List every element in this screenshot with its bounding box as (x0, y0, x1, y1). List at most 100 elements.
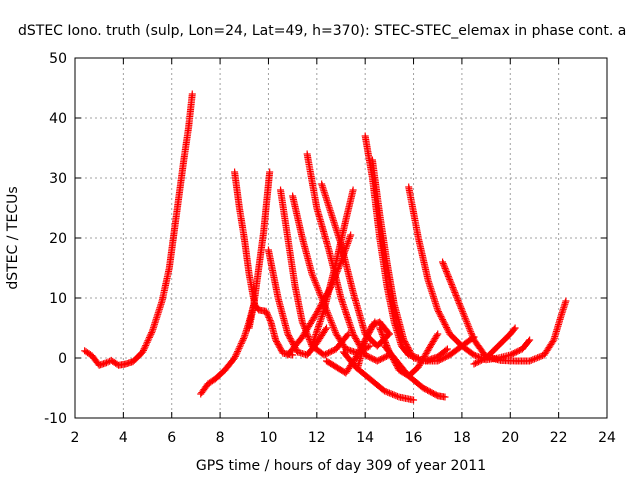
x-tick-label: 6 (167, 430, 176, 446)
x-tick-label: 4 (119, 430, 128, 446)
data-point (381, 337, 389, 345)
data-point (340, 250, 348, 258)
x-tick-label: 14 (356, 430, 374, 446)
data-point (445, 274, 453, 282)
data-point (458, 306, 466, 314)
data-point (263, 310, 271, 318)
data-point (376, 326, 384, 334)
data-point (416, 360, 424, 368)
data-point (370, 356, 378, 363)
data-point (342, 243, 350, 251)
data-point (459, 309, 467, 317)
data-point (381, 387, 389, 395)
data-point (377, 327, 385, 335)
data-point (401, 339, 409, 347)
data-point (472, 359, 480, 367)
data-point (425, 345, 433, 353)
data-series (368, 156, 451, 365)
data-point (534, 354, 542, 362)
data-point (353, 338, 361, 345)
data-point (443, 345, 451, 353)
data-point (535, 353, 543, 361)
data-point (141, 343, 149, 351)
data-point (383, 342, 391, 350)
data-point (273, 339, 281, 347)
data-point (326, 348, 334, 356)
data-point (461, 314, 469, 322)
data-point (387, 390, 395, 398)
y-tick-label: 10 (49, 291, 67, 307)
data-point (442, 266, 450, 274)
data-point (434, 330, 442, 338)
data-point (440, 263, 448, 271)
data-point (401, 338, 409, 345)
data-point (440, 354, 448, 362)
data-point (345, 236, 353, 244)
data-point (342, 245, 350, 252)
data-point (367, 354, 375, 362)
data-point (313, 283, 321, 291)
data-point (313, 309, 321, 317)
data-point (478, 356, 486, 364)
data-point (420, 353, 428, 360)
data-point (549, 338, 557, 345)
data-point (262, 307, 270, 315)
data-point (145, 333, 153, 341)
data-point (451, 288, 459, 296)
data-point (314, 308, 322, 315)
data-point (343, 241, 351, 249)
data-point (147, 330, 155, 338)
data-point (381, 353, 389, 361)
data-point (266, 316, 274, 324)
data-point (331, 328, 339, 336)
data-point (442, 268, 450, 276)
data-point (143, 338, 151, 346)
data-point (390, 391, 398, 399)
data-point (233, 349, 241, 357)
data-point (300, 321, 308, 329)
data-point (444, 327, 452, 335)
data-point (417, 359, 425, 366)
data-point (465, 324, 473, 332)
data-point (438, 314, 446, 322)
data-point (455, 298, 463, 306)
data-point (325, 312, 333, 320)
data-point (310, 275, 318, 283)
data-point (439, 316, 447, 324)
data-point (324, 310, 332, 318)
data-point (476, 357, 484, 365)
data-point (385, 348, 393, 356)
data-point (311, 278, 319, 286)
data-point (384, 345, 392, 353)
data-point (366, 327, 374, 335)
data-point (378, 355, 386, 363)
data-point (393, 362, 401, 369)
data-point (373, 357, 381, 365)
data-point (327, 318, 335, 326)
data-point (508, 350, 516, 358)
data-point (450, 287, 458, 295)
data-point (351, 333, 359, 341)
data-point (104, 358, 112, 366)
data-point (288, 338, 296, 345)
data-point (453, 295, 461, 303)
data-point (375, 356, 383, 364)
data-point (443, 325, 451, 333)
data-point (364, 353, 372, 360)
data-point (407, 350, 415, 357)
data-point (392, 360, 400, 368)
data-point (102, 359, 110, 367)
data-point (443, 269, 451, 277)
data-point (435, 309, 443, 317)
data-point (364, 330, 372, 338)
data-point (382, 340, 390, 348)
data-point (312, 280, 320, 288)
data-point (298, 318, 306, 326)
data-point (341, 248, 349, 256)
data-point (331, 327, 339, 335)
data-point (326, 315, 334, 323)
data-point (352, 335, 360, 342)
data-point (379, 332, 387, 340)
data-point (442, 322, 450, 330)
